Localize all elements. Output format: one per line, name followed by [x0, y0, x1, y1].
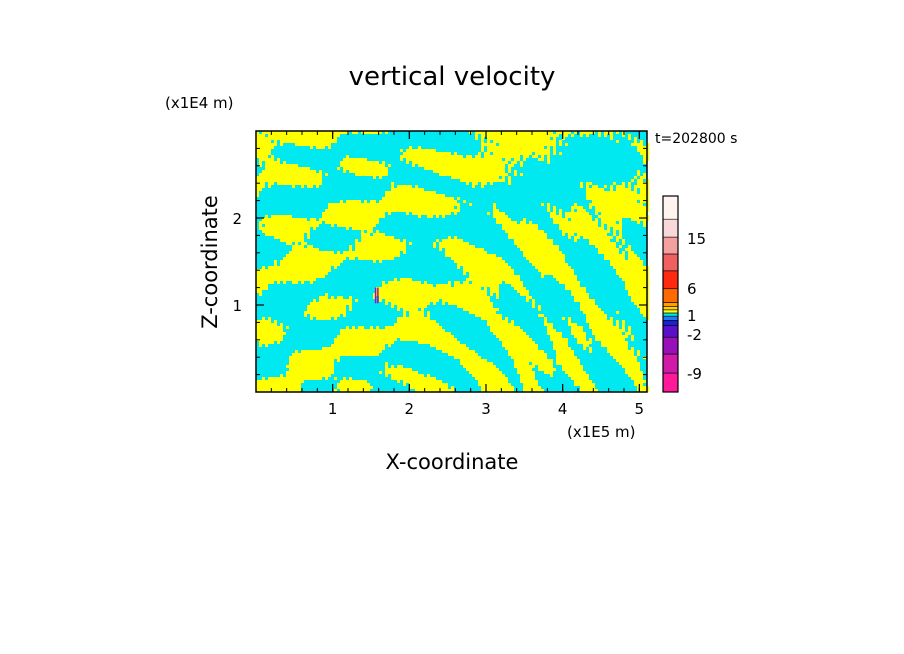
colorbar-tick-label: 1 [687, 307, 697, 325]
colorbar-segment [662, 372, 679, 393]
colorbar-segment [662, 253, 679, 272]
colorbar-segment [662, 353, 679, 374]
x-tick-label: 4 [558, 400, 568, 418]
colorbar-segment [662, 195, 679, 220]
x-axis-label: X-coordinate [386, 450, 519, 474]
x-tick-label: 1 [328, 400, 338, 418]
y-axis: 12 [232, 147, 647, 376]
x-tick-label: 3 [481, 400, 491, 418]
colorbar-segment [662, 320, 679, 326]
colorbar-segment [662, 306, 679, 311]
field-positive-region [256, 131, 649, 392]
colorbar-segment [662, 336, 679, 355]
y-axis-label: Z-coordinate [198, 195, 222, 329]
colorbar-segment [662, 312, 679, 317]
colorbar: 15 6 1-2 -9 [662, 195, 706, 393]
y-tick-label: 1 [232, 297, 242, 315]
colorbar-tick-label: -2 [687, 326, 702, 344]
colorbar-segment [662, 315, 679, 321]
colorbar-tick-label: 6 [687, 280, 697, 298]
x-axis: 1 2 3 4 5 [270, 131, 645, 418]
x-unit-label: (x1E5 m) [567, 423, 636, 441]
colorbar-segment [662, 302, 679, 307]
chart-title: vertical velocity [349, 62, 556, 92]
colorbar-segment [662, 325, 679, 338]
y-tick-label: 2 [232, 210, 242, 228]
colorbar-segment [662, 309, 679, 314]
x-tick-label: 5 [635, 400, 645, 418]
colorbar-segment [662, 218, 679, 238]
colorbar-segment [662, 236, 679, 255]
colorbar-frame [662, 195, 679, 393]
x-tick-label: 2 [405, 400, 415, 418]
colorbar-segment [662, 270, 679, 290]
colorbar-segment [662, 288, 679, 303]
time-label: t=202800 s [655, 131, 737, 147]
y-unit-label: (x1E4 m) [165, 94, 234, 112]
colorbar-tick-label: 15 [687, 230, 706, 248]
plot-frame [255, 130, 648, 393]
colorbar-tick-label: -9 [687, 365, 702, 383]
plot-area [256, 131, 649, 392]
